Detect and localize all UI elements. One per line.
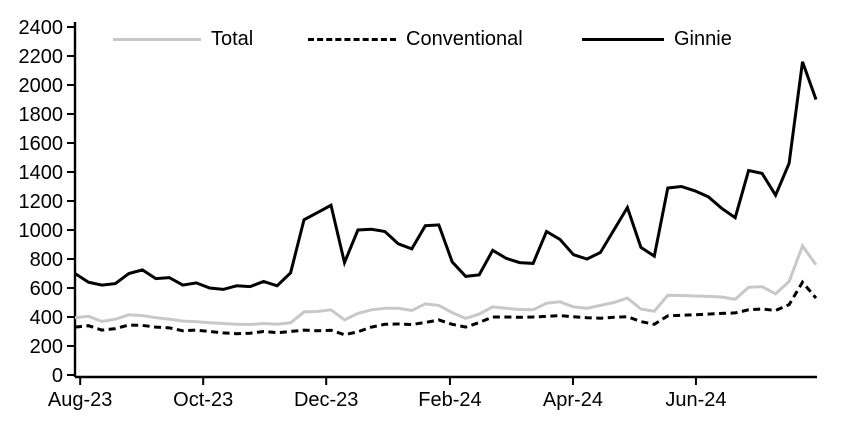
total-line-sample: [113, 37, 201, 41]
legend-item-conventional: Conventional: [308, 29, 523, 49]
x-tick-label: Feb-24: [418, 389, 481, 411]
y-tick-label: 800: [30, 249, 63, 271]
y-tick-label: 200: [30, 336, 63, 358]
y-tick-label: 2200: [19, 46, 64, 68]
x-tick-label: Oct-23: [173, 389, 233, 411]
y-tick-label: 1400: [19, 162, 64, 184]
series-line-total: [74, 242, 818, 327]
conventional-line-sample: [308, 37, 396, 41]
legend-label-conventional: Conventional: [406, 28, 523, 50]
x-tick-label: Jun-24: [665, 389, 726, 411]
x-tick-label: Dec-23: [294, 389, 358, 411]
y-tick-label: 400: [30, 307, 63, 329]
y-tick-label: 0: [52, 365, 63, 387]
y-tick-label: 1200: [19, 191, 64, 213]
y-tick-label: 1600: [19, 133, 64, 155]
x-tick-label: Aug-23: [48, 389, 113, 411]
y-tick-label: 1000: [19, 220, 64, 242]
legend-item-ginnie: Ginnie: [582, 29, 732, 49]
ginnie-line-sample: [582, 37, 664, 41]
y-tick-label: 600: [30, 278, 63, 300]
legend-label-total: Total: [211, 28, 254, 50]
series-line-ginnie: [74, 61, 818, 291]
y-tick-label: 1800: [19, 104, 64, 126]
y-tick-label: 2000: [19, 75, 64, 97]
legend-item-total: Total: [113, 29, 253, 49]
legend-label-ginnie: Ginnie: [674, 28, 732, 50]
x-tick-label: Apr-24: [543, 389, 603, 411]
y-tick-label: 2400: [19, 17, 64, 39]
